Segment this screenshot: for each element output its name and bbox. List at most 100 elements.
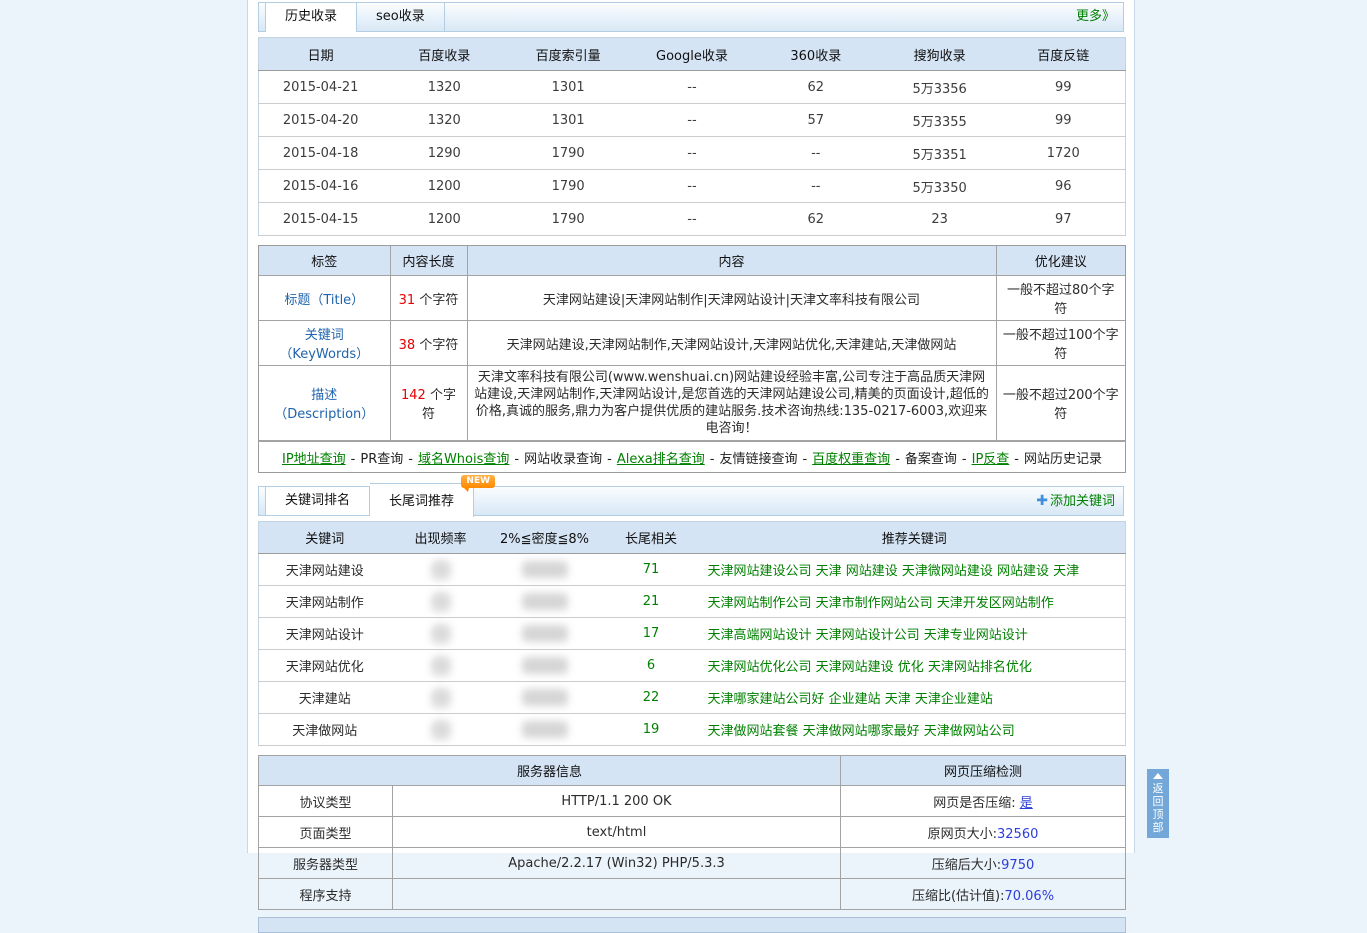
longtail-count-link[interactable]: 71: [642, 562, 660, 577]
meta-row-keywords: 关键词（KeyWords） 38 个字符 天津网站建设,天津网站制作,天津网站设…: [259, 320, 1125, 366]
link-reverse-ip[interactable]: IP反查: [971, 452, 1010, 467]
original-size-value[interactable]: 32560: [997, 826, 1039, 842]
table-row: 天津网站优化 6 天津网站优化公司 天津网站建设 优化 天津网站排名优化: [258, 649, 1126, 682]
meta-tags-widget: 标签 内容长度 内容 优化建议 标题（Title） 31 个字符 天津网站建设|…: [258, 245, 1126, 473]
table-row: 页面类型 text/html 原网页大小:32560: [258, 816, 1126, 848]
meta-row-description: 描述（Description） 142 个字符 天津文率科技有限公司(www.w…: [259, 365, 1125, 441]
keywords-char-count: 38: [398, 337, 416, 353]
row-value: HTTP/1.1 200 OK: [391, 785, 842, 817]
link-site-index-lookup[interactable]: 网站收录查询: [524, 452, 603, 467]
col-baidu-backlink: 百度反链: [1001, 37, 1126, 71]
tab-longtail-suggest[interactable]: 长尾词推荐 NEW: [370, 475, 496, 517]
link-alexa-rank[interactable]: Alexa排名查询: [616, 452, 705, 467]
related-keywords-links[interactable]: 天津哪家建站公司好 企业建站 天津 天津企业建站: [707, 692, 993, 707]
tab-keyword-ranking[interactable]: 关键词排名: [265, 487, 371, 515]
keyword-cell: 天津做网站: [258, 713, 391, 746]
col-baidu-indexvol: 百度索引量: [506, 37, 631, 71]
link-baidu-weight[interactable]: 百度权重查询: [812, 452, 891, 467]
table-row: 2015-04-21 1320 1301 -- 62 5万3356 99: [258, 70, 1126, 104]
meta-table: 标签 内容长度 内容 优化建议 标题（Title） 31 个字符 天津网站建设|…: [259, 246, 1125, 441]
title-tag-link[interactable]: 标题（Title）: [284, 292, 365, 308]
longtail-count-link[interactable]: 19: [642, 722, 660, 737]
history-tabstrip: 历史收录 seo收录 更多》: [258, 2, 1124, 32]
related-keywords-links[interactable]: 天津网站制作公司 天津市制作网站公司 天津开发区网站制作: [707, 596, 1054, 611]
longtail-count-link[interactable]: 21: [642, 594, 660, 609]
keyword-cell: 天津网站建设: [258, 553, 391, 586]
description-content: 天津文率科技有限公司(www.wenshuai.cn)网站建设经验丰富,公司专注…: [466, 365, 997, 441]
compressed-size-value[interactable]: 9750: [1001, 857, 1035, 873]
col-content: 内容: [466, 246, 997, 276]
description-tag-link[interactable]: 描述（Description）: [274, 388, 375, 422]
next-section-header: [258, 917, 1126, 933]
blurred-frequency: [430, 591, 451, 612]
col-suggested-keywords: 推荐关键词: [703, 521, 1126, 554]
title-advice: 一般不超过80个字符: [995, 275, 1125, 321]
compressed-yes-link[interactable]: 是: [1019, 795, 1033, 811]
link-pr-lookup[interactable]: PR查询: [360, 452, 404, 467]
blurred-density: [521, 593, 568, 610]
main-content-column: 历史收录 seo收录 更多》 日期 百度收录 百度索引量 Google收录 36…: [247, 0, 1135, 933]
keyword-cell: 天津建站: [258, 681, 391, 714]
more-link[interactable]: 更多》: [1075, 9, 1115, 24]
related-keywords-links[interactable]: 天津网站优化公司 天津网站建设 优化 天津网站排名优化: [707, 660, 1032, 675]
keywords-tag-link[interactable]: 关键词（KeyWords）: [279, 328, 370, 362]
related-keywords-links[interactable]: 天津高端网站设计 天津网站设计公司 天津专业网站设计: [707, 628, 1028, 643]
history-table: 日期 百度收录 百度索引量 Google收录 360收录 搜狗收录 百度反链 2…: [258, 37, 1126, 236]
col-baidu-index: 百度收录: [382, 37, 507, 71]
col-google-index: Google收录: [630, 37, 754, 71]
blurred-frequency: [430, 687, 451, 708]
back-to-top-button[interactable]: 返回顶部: [1147, 769, 1169, 838]
meta-header-row: 标签 内容长度 内容 优化建议: [259, 246, 1125, 276]
table-row: 天津网站制作 21 天津网站制作公司 天津市制作网站公司 天津开发区网站制作: [258, 585, 1126, 618]
table-row: 协议类型 HTTP/1.1 200 OK 网页是否压缩: 是: [258, 785, 1126, 817]
compression-ratio-value[interactable]: 70.06%: [1004, 888, 1055, 904]
blurred-density: [521, 689, 568, 706]
quick-links-bar: IP地址查询 - PR查询 - 域名Whois查询 - 网站收录查询 - Alexa排名查询 - 友…: [259, 441, 1125, 472]
col-advice: 优化建议: [995, 246, 1125, 276]
keywords-widget: 关键词排名 长尾词推荐 NEW ✚ 添加关键词 关键词 出现频率 2%≦密度≦8%…: [258, 475, 1126, 746]
title-char-count: 31: [398, 292, 416, 308]
link-site-history[interactable]: 网站历史记录: [1024, 452, 1103, 467]
table-row: 天津建站 22 天津哪家建站公司好 企业建站 天津 天津企业建站: [258, 681, 1126, 714]
row-value: text/html: [391, 816, 842, 848]
longtail-count-link[interactable]: 6: [646, 658, 656, 673]
row-value: [391, 878, 842, 910]
longtail-count-link[interactable]: 17: [642, 626, 660, 641]
add-keyword-button[interactable]: ✚ 添加关键词: [1036, 493, 1115, 509]
row-label: 程序支持: [258, 878, 393, 910]
link-whois-lookup[interactable]: 域名Whois查询: [417, 452, 510, 467]
server-header-row: 服务器信息 网页压缩检测: [257, 755, 1126, 786]
longtail-count-link[interactable]: 22: [642, 690, 660, 705]
row-value: Apache/2.2.17 (Win32) PHP/5.3.3: [391, 847, 842, 879]
link-ip-lookup[interactable]: IP地址查询: [281, 452, 346, 467]
col-tag: 标签: [259, 246, 391, 276]
blurred-density: [521, 561, 568, 578]
related-keywords-links[interactable]: 天津做网站套餐 天津做网站哪家最好 天津做网站公司: [707, 724, 1015, 739]
blurred-frequency: [430, 623, 451, 644]
table-row: 服务器类型 Apache/2.2.17 (Win32) PHP/5.3.3 压缩…: [258, 847, 1126, 879]
table-row: 2015-04-15 1200 1790 -- 62 23 97: [258, 202, 1126, 236]
col-content-length: 内容长度: [389, 246, 468, 276]
table-row: 2015-04-16 1200 1790 -- -- 5万3350 96: [258, 169, 1126, 203]
col-sogou-index: 搜狗收录: [877, 37, 1002, 71]
history-widget: 历史收录 seo收录 更多》 日期 百度收录 百度索引量 Google收录 36…: [258, 2, 1126, 236]
blurred-frequency: [430, 559, 451, 580]
table-row: 天津网站设计 17 天津高端网站设计 天津网站设计公司 天津专业网站设计: [258, 617, 1126, 650]
title-content: 天津网站建设|天津网站制作|天津网站设计|天津文率科技有限公司: [466, 275, 997, 321]
up-arrow-icon: [1153, 773, 1163, 779]
related-keywords-links[interactable]: 天津网站建设公司 天津 网站建设 天津微网站建设 网站建设 天津: [707, 564, 1080, 579]
blurred-frequency: [430, 719, 451, 740]
col-date: 日期: [258, 37, 383, 71]
history-header-row: 日期 百度收录 百度索引量 Google收录 360收录 搜狗收录 百度反链: [258, 37, 1126, 71]
link-icp-record[interactable]: 备案查询: [904, 452, 957, 467]
server-info-table: 服务器信息 网页压缩检测 协议类型 HTTP/1.1 200 OK 网页是否压缩…: [257, 755, 1126, 910]
tab-seo-index[interactable]: seo收录: [357, 3, 445, 31]
link-friend-links[interactable]: 友情链接查询: [719, 452, 798, 467]
keyword-cell: 天津网站制作: [258, 585, 391, 618]
keywords-table: 关键词 出现频率 2%≦密度≦8% 长尾相关 推荐关键词 天津网站建设 71 天…: [258, 521, 1126, 746]
blurred-density: [521, 721, 568, 738]
new-badge: NEW: [461, 475, 496, 492]
plus-icon: ✚: [1036, 493, 1048, 509]
tab-history-index[interactable]: 历史收录: [265, 3, 358, 32]
description-advice: 一般不超过200个字符: [995, 365, 1125, 441]
